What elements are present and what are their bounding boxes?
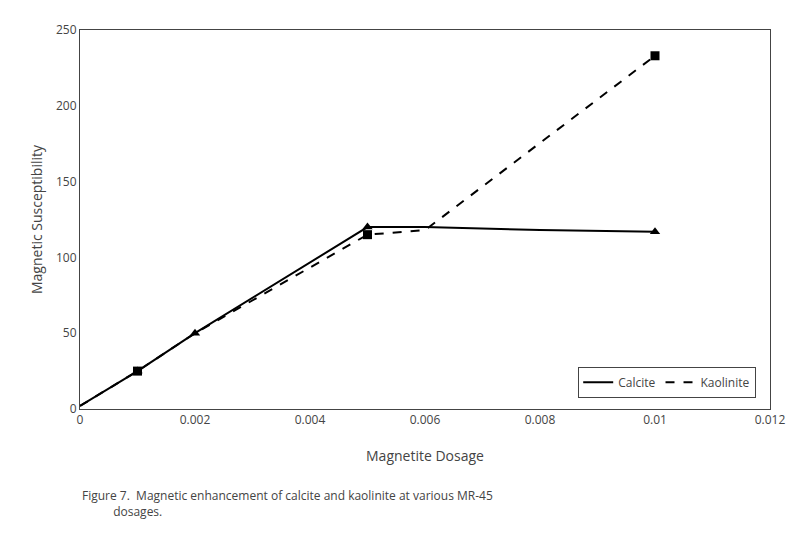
svg-text:0.004: 0.004 xyxy=(295,411,326,428)
svg-text:Calcite: Calcite xyxy=(618,374,655,391)
svg-text:0.006: 0.006 xyxy=(410,411,441,428)
svg-text:0: 0 xyxy=(70,400,77,417)
svg-text:250: 250 xyxy=(56,21,77,38)
svg-text:Figure 7. Magnetic enhancemen: Figure 7. Magnetic enhancement of calcit… xyxy=(82,487,493,520)
svg-text:Magnetic Susceptibility: Magnetic Susceptibility xyxy=(27,144,46,294)
svg-text:0.008: 0.008 xyxy=(525,411,556,428)
svg-text:Magnetite Dosage: Magnetite Dosage xyxy=(366,446,484,465)
svg-text:0.002: 0.002 xyxy=(180,411,211,428)
svg-text:Kaolinite: Kaolinite xyxy=(701,374,750,391)
svg-text:200: 200 xyxy=(56,97,77,114)
svg-text:0: 0 xyxy=(77,411,84,428)
svg-text:150: 150 xyxy=(56,173,77,190)
svg-text:100: 100 xyxy=(56,249,77,266)
svg-text:50: 50 xyxy=(63,324,77,341)
svg-text:0.01: 0.01 xyxy=(643,411,667,428)
svg-text:0.012: 0.012 xyxy=(755,411,786,428)
